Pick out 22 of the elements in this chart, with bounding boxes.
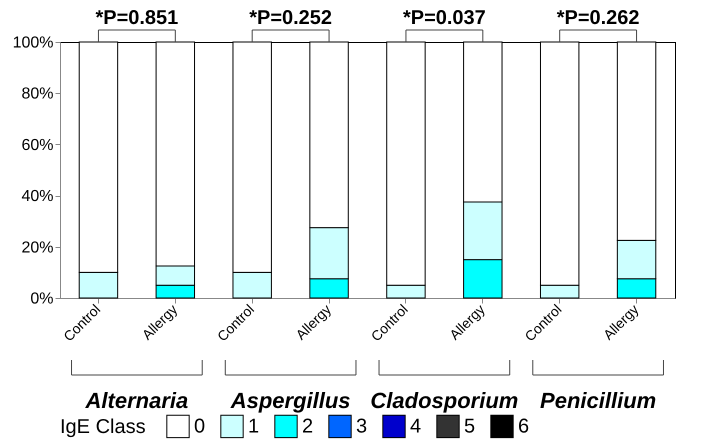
y-tick-label: 60% [21,136,54,154]
text: *P=0.037 [402,7,486,29]
legend-label: 2 [302,415,314,438]
text: *P=0.252 [249,7,332,29]
legend-label: 4 [410,415,422,438]
y-tick-label: 0% [30,290,54,308]
text: Cladosporium [370,388,518,413]
legend-label: 5 [464,415,476,438]
legend-title: IgE Class [60,416,146,438]
y-tick-label: 40% [21,188,54,206]
legend-label: 6 [518,415,530,438]
text: *P=0.262 [556,7,640,29]
y-tick-label: 80% [21,86,54,103]
legend-label: 3 [356,415,368,438]
text: Alternaria [84,388,188,413]
text: Aspergillus [230,388,351,413]
text: Penicillium [540,388,656,413]
y-tick-label: 100% [12,34,54,52]
legend-label: 1 [248,415,260,438]
text: *P=0.851 [95,7,178,29]
legend-label: 0 [194,415,206,438]
y-tick-label: 20% [21,239,54,256]
